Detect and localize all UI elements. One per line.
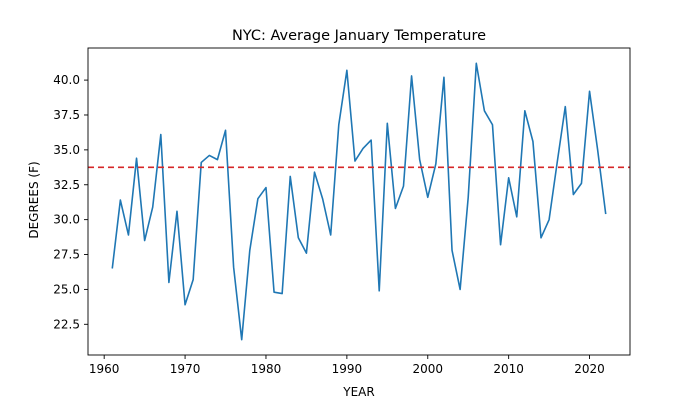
y-tick-label: 35.0 xyxy=(53,143,80,157)
y-tick-label: 37.5 xyxy=(53,108,80,122)
y-tick-label: 22.5 xyxy=(53,317,80,331)
x-tick-label: 1960 xyxy=(89,362,120,376)
plot-area: 1960 1970 1980 1990 2000 2010 2020 22.5 25.0 27.5… xyxy=(53,47,631,376)
y-axis-label: DEGREES (F) xyxy=(27,161,41,238)
plot-frame xyxy=(87,47,631,356)
x-tick-label: 2000 xyxy=(412,362,443,376)
x-tick-label: 1990 xyxy=(332,362,363,376)
chart-title: NYC: Average January Temperature xyxy=(232,28,486,44)
x-tick-label: 1980 xyxy=(251,362,282,376)
temperature-series-line xyxy=(111,62,607,341)
x-tick-label: 2010 xyxy=(493,362,524,376)
y-tick-label: 27.5 xyxy=(53,248,80,262)
y-tick-label: 32.5 xyxy=(53,178,80,192)
y-tick-label: 25.0 xyxy=(53,282,80,296)
x-tick-label: 2020 xyxy=(574,362,605,376)
y-tick-label: 40.0 xyxy=(53,73,80,87)
x-axis-label: YEAR xyxy=(342,385,374,399)
x-tick-label: 1970 xyxy=(170,362,201,376)
y-tick-label: 30.0 xyxy=(53,213,80,227)
